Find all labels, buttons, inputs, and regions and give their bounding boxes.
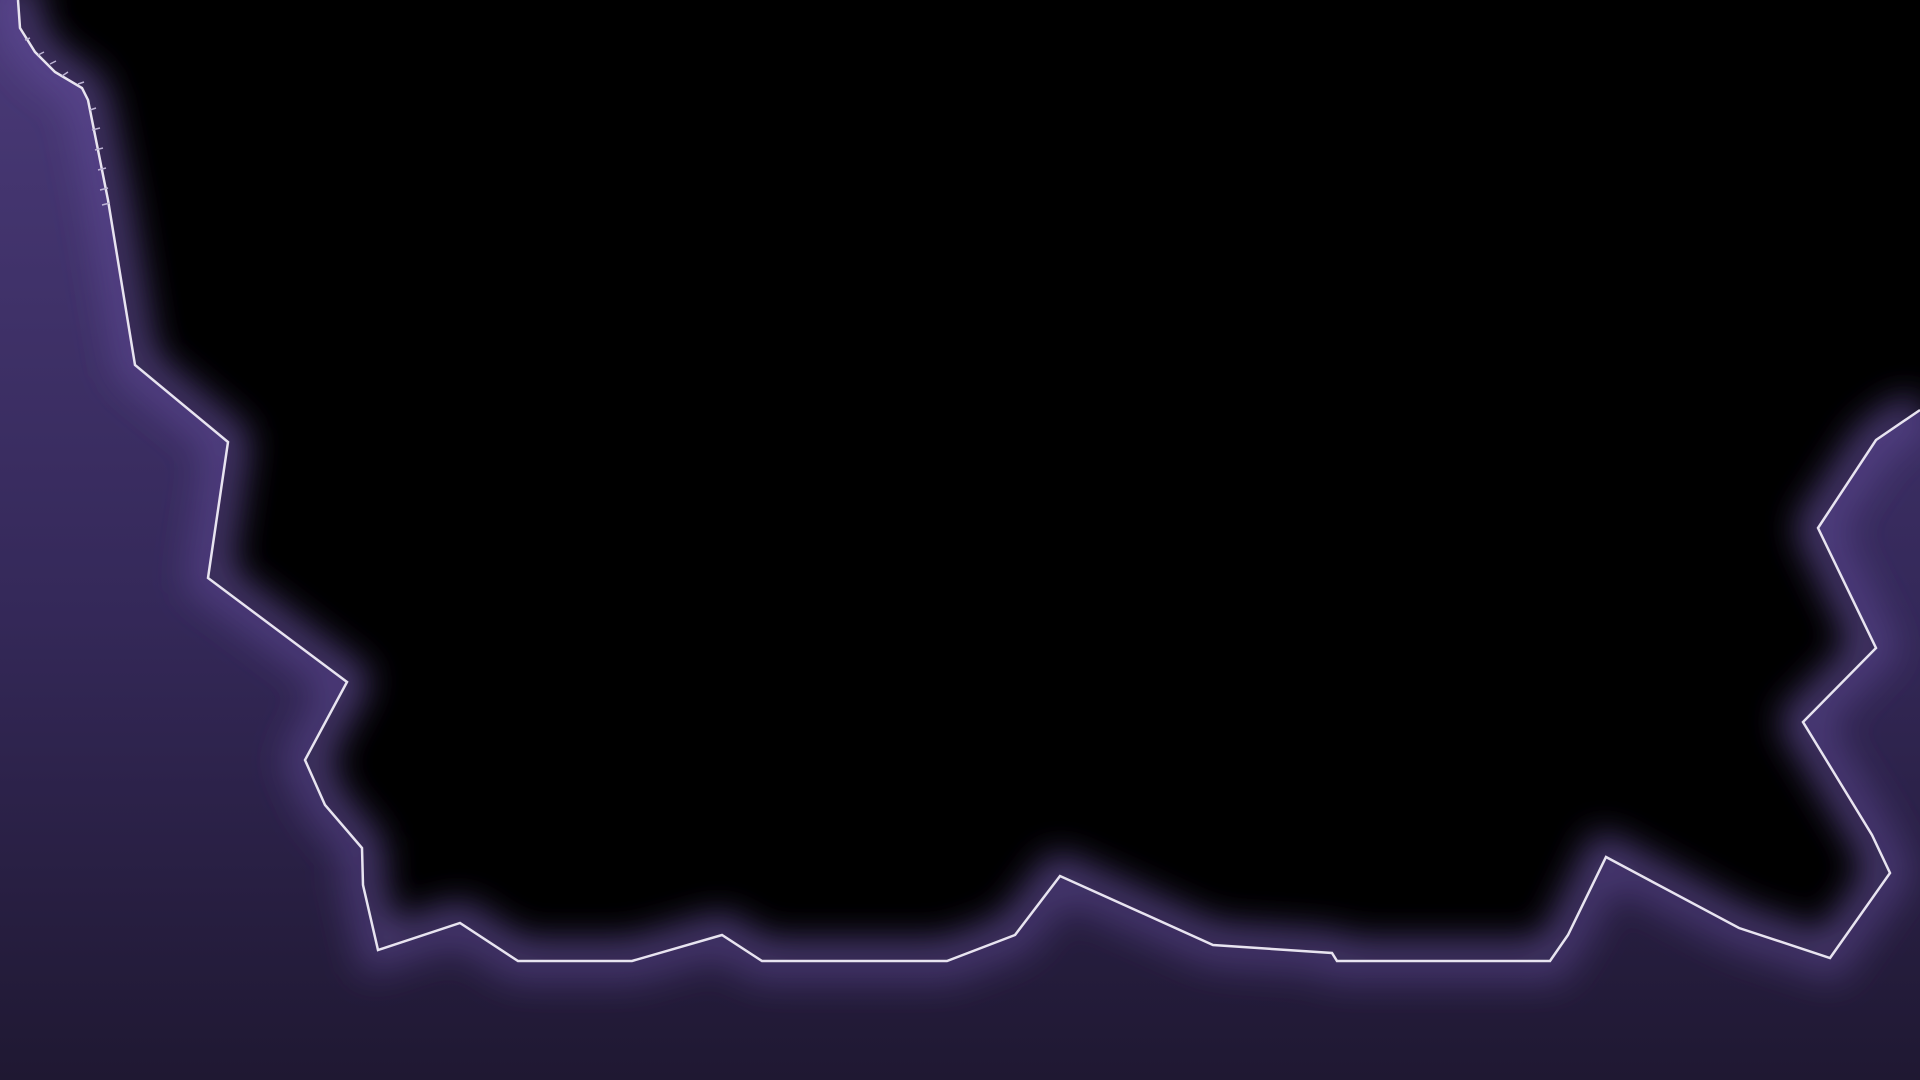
terrain-edge-line <box>16 0 1920 963</box>
terrain-notches <box>24 37 111 206</box>
